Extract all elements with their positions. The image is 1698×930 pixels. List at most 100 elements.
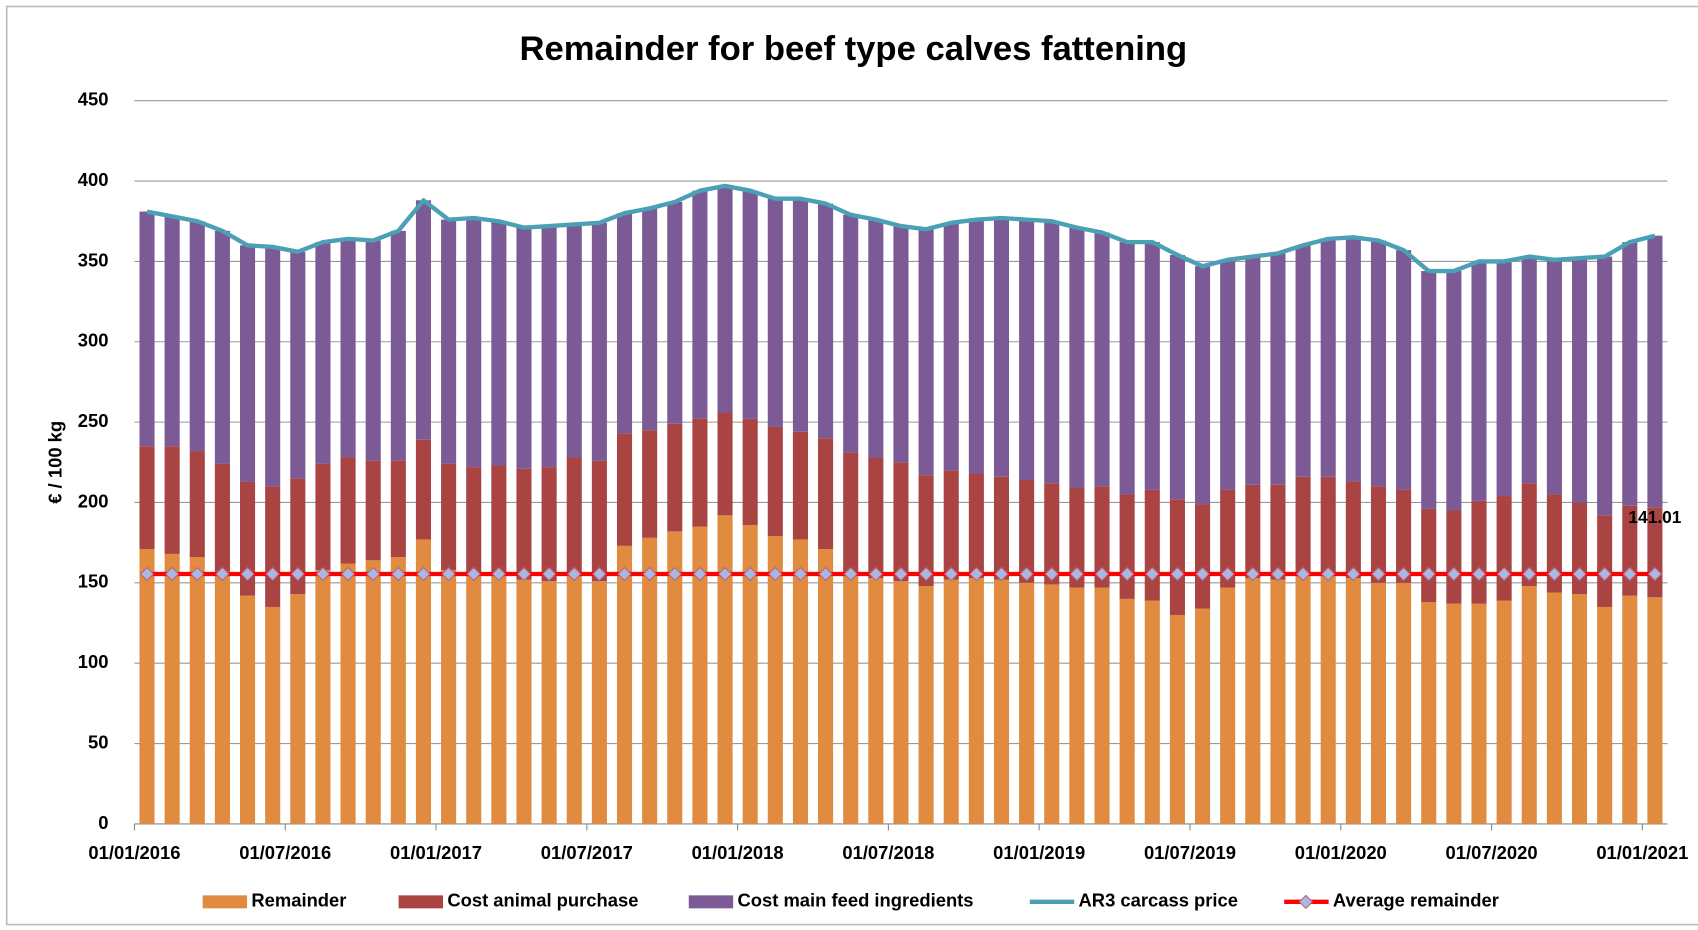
bar-segment [265, 606, 281, 824]
x-tick-label: 01/07/2017 [541, 842, 633, 863]
bar-segment [1169, 614, 1185, 824]
bar-segment [1044, 584, 1060, 824]
line-marker [516, 566, 532, 582]
data-label: 141.01 [1628, 507, 1681, 527]
line-marker [1119, 566, 1135, 582]
line-marker [1647, 566, 1663, 582]
bar-segment [1295, 476, 1311, 575]
bar-segment [968, 473, 984, 579]
bar-segment [516, 227, 532, 469]
y-tick-label: 100 [78, 651, 109, 672]
bar-segment [466, 467, 482, 575]
bar-segment [616, 545, 633, 824]
chart-title: Remainder for beef type calves fattening [519, 30, 1187, 68]
bar-segment [214, 571, 230, 824]
line-marker [1572, 566, 1587, 582]
bar-segment [818, 549, 834, 824]
y-tick-label: 350 [78, 249, 109, 270]
bar-segment [868, 457, 884, 579]
x-tick-label: 01/01/2019 [993, 842, 1085, 863]
line-marker [943, 566, 959, 582]
y-tick-label: 300 [78, 330, 109, 351]
bar-segment [139, 549, 155, 824]
y-tick-label: 50 [88, 731, 108, 752]
bar-segment [1220, 489, 1236, 588]
bar-segment [566, 224, 582, 458]
bar-segment [818, 438, 834, 550]
bar-segment [591, 460, 607, 582]
bar-segment [541, 581, 557, 824]
line-marker [566, 566, 582, 582]
legend-label: Remainder [251, 890, 346, 911]
bar-segment [767, 198, 783, 427]
bar-segment [240, 595, 256, 824]
bar-segment [1345, 578, 1361, 824]
bar-segment [139, 211, 155, 447]
line-marker [1019, 566, 1034, 582]
bar-segment [1169, 254, 1185, 500]
line-marker [1195, 566, 1210, 582]
line-marker [1547, 566, 1562, 582]
line-marker [1396, 566, 1411, 582]
bar-segment [1320, 574, 1336, 824]
bar-segment [692, 418, 708, 527]
bar-segment [742, 418, 758, 525]
bar-segment [943, 579, 959, 824]
y-axis-label: € / 100 kg [44, 421, 65, 504]
line-marker [365, 566, 381, 582]
bar-segment [240, 245, 256, 482]
bar-segment [1496, 496, 1512, 601]
line-marker [139, 566, 155, 582]
x-tick-label: 01/07/2016 [239, 842, 331, 863]
bar-segment [390, 230, 406, 461]
bar-segment [1044, 483, 1060, 585]
bar-segment [1471, 500, 1487, 604]
line-marker [1044, 566, 1060, 582]
y-tick-label: 250 [78, 410, 109, 431]
bar-segment [792, 539, 808, 824]
line-marker [1220, 566, 1235, 582]
bar-segment [1019, 479, 1035, 583]
bar-segment [1119, 598, 1135, 824]
line-marker [717, 566, 733, 582]
bar-segment [1571, 258, 1588, 503]
line-marker [240, 566, 255, 582]
bar-segment [491, 221, 507, 466]
bar-segment [1421, 271, 1437, 509]
bar-segment [943, 470, 959, 580]
bar-segment [1094, 587, 1110, 824]
bar-segment [189, 557, 205, 824]
bar-segment [189, 451, 205, 558]
bar-segment [1320, 238, 1336, 477]
bar-segment [1345, 481, 1361, 579]
line-marker [969, 566, 984, 582]
bar-segment [1421, 508, 1437, 603]
bar-segment [1496, 600, 1512, 824]
bar-segment [566, 457, 582, 574]
bar-segment [1622, 242, 1638, 506]
line-marker [1622, 566, 1638, 582]
bar-segment [692, 190, 708, 419]
bar-segment [466, 574, 482, 824]
line-marker [1245, 566, 1261, 582]
bar-segment [1421, 602, 1437, 824]
bar-segment [1044, 221, 1060, 484]
legend-swatch [398, 895, 444, 909]
line-marker [1170, 566, 1185, 582]
bar-segment [214, 463, 230, 572]
line-marker [1295, 566, 1311, 582]
bar-segment [491, 465, 507, 574]
bar-segment [240, 481, 256, 596]
line-marker [617, 566, 632, 582]
bar-segment [315, 242, 331, 464]
bar-segment [968, 578, 984, 824]
bar-segment [441, 569, 457, 824]
bar-segment [1119, 242, 1135, 495]
line-marker [391, 566, 406, 582]
line-marker [642, 566, 657, 582]
bar-segment [918, 586, 934, 824]
line-marker [441, 566, 456, 582]
bar-segment [1396, 250, 1412, 490]
bar-segment [516, 468, 532, 580]
bar-segment [1597, 606, 1613, 824]
